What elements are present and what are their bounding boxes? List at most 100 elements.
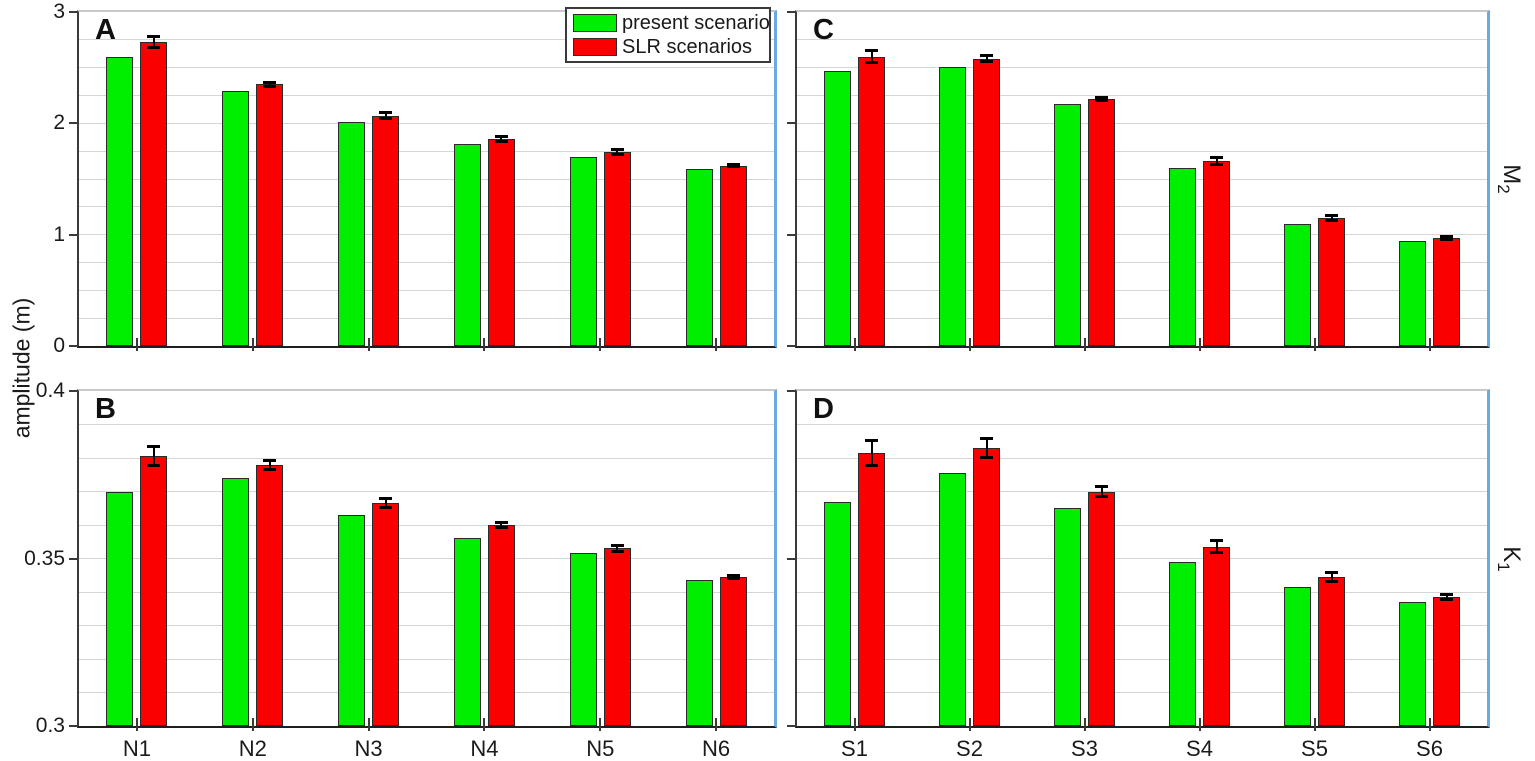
y-tick-label: 0.4	[35, 379, 65, 402]
bar-slr-s3	[1088, 98, 1115, 346]
error-cap-top	[865, 48, 878, 52]
error-cap-bottom	[980, 456, 993, 459]
gridline	[797, 289, 1487, 291]
x-tick-label-n2: N2	[238, 736, 267, 761]
x-tick	[599, 726, 602, 731]
gridline	[797, 95, 1487, 96]
bar-slr-s2	[973, 58, 1000, 346]
gridline	[797, 122, 1487, 124]
x-tick-inner	[1313, 338, 1316, 346]
bar-present-n3	[338, 122, 366, 346]
error-bar-n6	[732, 574, 735, 579]
bar-slr-n6	[719, 576, 747, 726]
x-tick	[715, 346, 718, 351]
gridline	[797, 178, 1487, 180]
x-tick	[1198, 726, 1201, 731]
bar-present-s5	[1284, 223, 1311, 346]
x-tick-inner	[853, 718, 856, 726]
gridline	[79, 122, 774, 124]
error-cap-top	[1325, 570, 1338, 574]
x-tick	[1198, 346, 1201, 351]
error-cap-top	[980, 54, 993, 58]
bar-present-s5	[1284, 586, 1311, 726]
error-cap-bottom	[379, 506, 393, 510]
error-cap-bottom	[1095, 99, 1108, 103]
y-tick	[787, 557, 795, 560]
error-cap-bottom	[263, 85, 277, 89]
legend: present scenario SLR scenarios	[565, 7, 771, 63]
bar-present-n4	[453, 538, 481, 726]
error-cap-top	[1095, 485, 1108, 489]
plot-area-b	[79, 391, 774, 726]
error-cap-bottom	[1440, 237, 1453, 241]
y-tick-label: 3	[53, 0, 65, 23]
panel-c: C M2	[787, 10, 1525, 351]
bar-slr-n3	[372, 503, 400, 726]
gridline	[797, 262, 1487, 263]
x-tick	[599, 346, 602, 351]
bar-slr-n1	[140, 42, 168, 346]
x-tick	[483, 726, 486, 731]
y-tick	[787, 345, 795, 347]
gridline	[79, 95, 774, 96]
gridline	[79, 692, 774, 693]
x-tick	[367, 346, 370, 351]
present-scenario-swatch-icon	[573, 14, 617, 32]
bar-slr-n4	[487, 138, 515, 346]
gridline	[79, 625, 774, 626]
error-bar-s5	[1330, 214, 1333, 222]
x-tick	[853, 726, 856, 731]
error-bar-s4	[1215, 540, 1218, 554]
gridline	[79, 457, 774, 459]
error-bar-s6	[1445, 593, 1448, 601]
x-tick-label-n6: N6	[702, 736, 731, 761]
x-tick-inner	[367, 338, 370, 346]
error-bar-s3	[1100, 96, 1103, 102]
error-cap-top	[263, 458, 277, 462]
bar-present-s2	[939, 473, 966, 726]
bar-present-s3	[1054, 104, 1081, 346]
gridline	[797, 457, 1487, 459]
plot-area-c	[797, 12, 1487, 346]
bar-slr-n5	[603, 152, 631, 346]
legend-label: present scenario	[622, 12, 770, 34]
bar-slr-n1	[140, 456, 168, 726]
error-cap-top	[494, 134, 508, 138]
x-tick	[715, 726, 718, 731]
y-tick	[69, 557, 77, 560]
error-cap-top	[379, 111, 393, 115]
bar-slr-s1	[858, 452, 885, 726]
panel-letter-c: C	[813, 14, 834, 46]
x-tick-inner	[483, 338, 486, 346]
x-tick-inner	[135, 338, 138, 346]
x-tick-inner	[251, 338, 254, 346]
error-bar-n2	[268, 81, 271, 88]
error-bar-n5	[616, 149, 619, 156]
x-tick-label-n4: N4	[470, 736, 499, 761]
bar-slr-n2	[256, 464, 284, 726]
bar-slr-s5	[1318, 576, 1345, 726]
panel-a: 0 1 2 3 A	[53, 0, 777, 357]
y-tick	[69, 233, 77, 236]
x-tick-label-s2: S2	[956, 736, 983, 761]
error-cap-bottom	[494, 526, 508, 530]
error-cap-bottom	[147, 45, 161, 49]
x-tick	[1428, 726, 1431, 731]
error-cap-top	[1210, 539, 1223, 543]
x-tick	[251, 726, 254, 731]
bar-present-s1	[824, 71, 851, 346]
gridline	[797, 317, 1487, 319]
x-tick-label-s5: S5	[1301, 736, 1328, 761]
bar-present-n5	[569, 156, 597, 346]
x-tick-inner	[1083, 718, 1086, 726]
error-cap-top	[1095, 95, 1108, 99]
gridline	[79, 150, 774, 152]
x-tick-inner	[1428, 718, 1431, 726]
error-cap-bottom	[1210, 551, 1223, 555]
x-tick-inner	[251, 718, 254, 726]
bar-slr-n2	[256, 84, 284, 346]
gridline	[79, 206, 774, 208]
bar-slr-s1	[858, 56, 885, 346]
x-tick	[968, 726, 971, 731]
x-tick	[1083, 726, 1086, 731]
